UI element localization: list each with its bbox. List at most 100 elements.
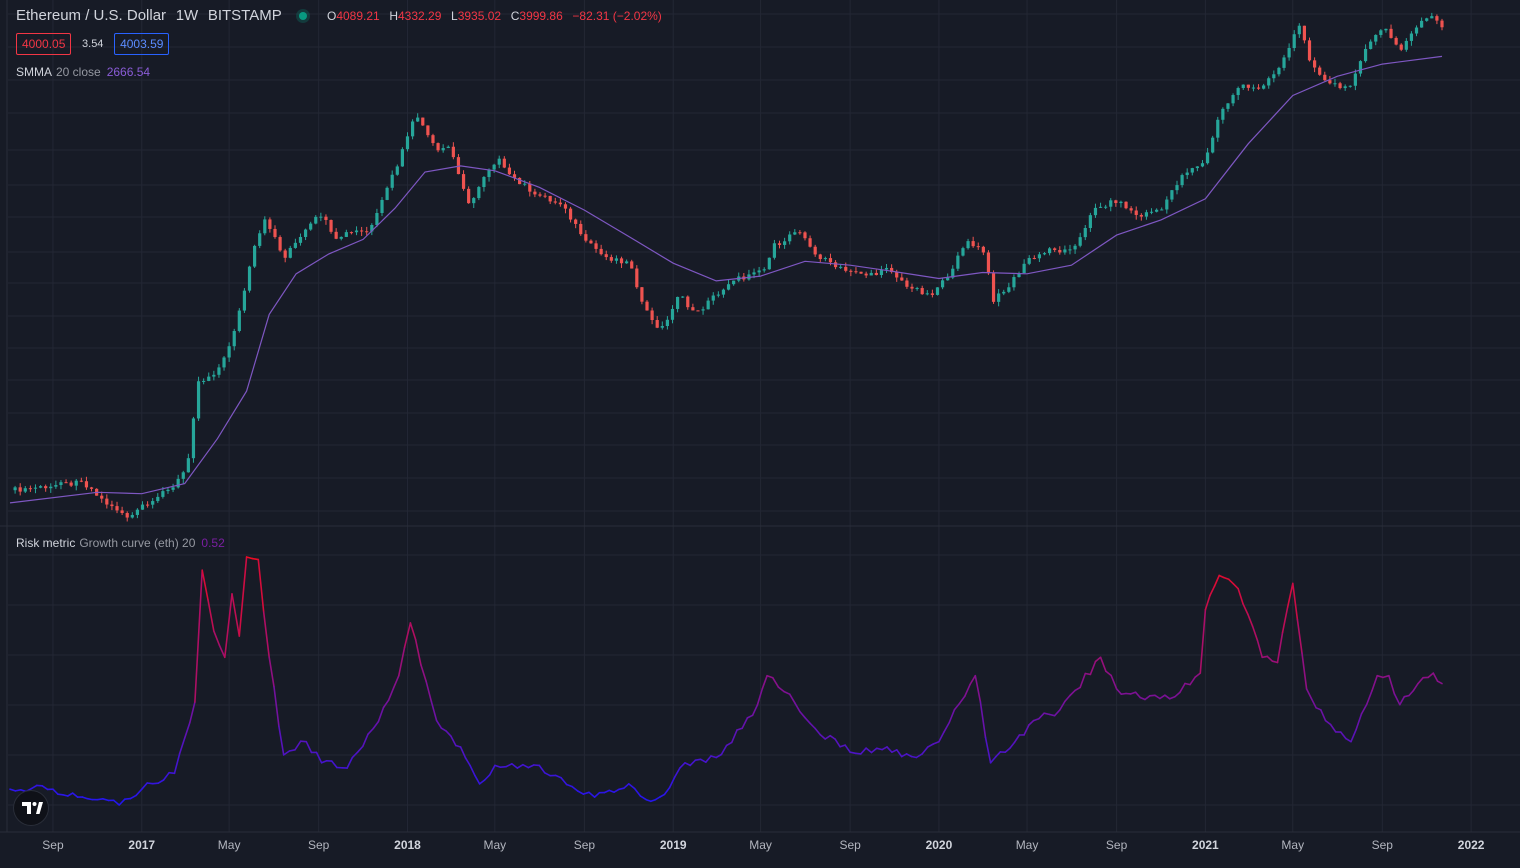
candle-body bbox=[1134, 210, 1138, 215]
candle-body bbox=[1440, 20, 1444, 28]
risk-line-segment bbox=[294, 740, 302, 751]
risk-line-segment bbox=[1144, 694, 1151, 701]
risk-line-segment bbox=[522, 763, 530, 769]
symbol-name[interactable]: Ethereum / U.S. Dollar bbox=[16, 7, 167, 24]
candle-body bbox=[1328, 80, 1332, 84]
candle-body bbox=[33, 487, 38, 489]
price-pane[interactable] bbox=[9, 12, 1444, 522]
candle-body bbox=[1251, 87, 1256, 89]
candle-body bbox=[895, 272, 899, 278]
risk-line-segment bbox=[1223, 576, 1230, 581]
exchange-label[interactable]: BITSTAMP bbox=[207, 7, 282, 24]
candle-body bbox=[23, 488, 27, 492]
x-tick-label: May bbox=[484, 838, 507, 852]
candle-body bbox=[507, 167, 512, 175]
risk-line-segment bbox=[938, 730, 945, 743]
risk-line-segment bbox=[989, 756, 997, 764]
risk-line-segment bbox=[420, 663, 427, 683]
risk-line-segment bbox=[788, 693, 796, 704]
candle-body bbox=[456, 157, 461, 175]
candle-body bbox=[568, 208, 573, 220]
candle-body bbox=[64, 482, 68, 484]
smma-name: SMMA bbox=[16, 65, 52, 79]
risk-line-segment bbox=[52, 788, 59, 796]
risk-line-segment bbox=[201, 569, 209, 601]
risk-line-segment bbox=[1064, 694, 1071, 703]
sell-button[interactable]: 4000.05 bbox=[16, 33, 72, 55]
candle-body bbox=[1114, 200, 1118, 204]
symbol-legend[interactable]: Ethereum / U.S. Dollar 1W BITSTAMP O4089… bbox=[16, 7, 668, 24]
risk-line-segment bbox=[1281, 606, 1289, 634]
risk-line-segment bbox=[483, 773, 491, 781]
candle-body bbox=[828, 258, 833, 263]
risk-line-segment bbox=[886, 746, 893, 754]
candle-body bbox=[579, 223, 583, 235]
risk-pane[interactable] bbox=[9, 556, 1443, 806]
candle-body bbox=[650, 310, 654, 321]
candle-body bbox=[951, 268, 955, 278]
candle-body bbox=[1389, 28, 1393, 38]
risk-line-segment bbox=[964, 683, 971, 697]
x-tick-label: May bbox=[1016, 838, 1039, 852]
candle-body bbox=[1180, 175, 1184, 186]
candle-body bbox=[268, 219, 272, 229]
risk-line-segment bbox=[746, 714, 754, 719]
candle-body bbox=[28, 488, 32, 490]
time-axis[interactable]: Sep 2017 May Sep 2018 May Sep 2019 May Sep 2020 May… bbox=[42, 838, 1485, 852]
candle-body bbox=[115, 506, 119, 511]
risk-line-segment bbox=[81, 796, 89, 800]
candle-body bbox=[1190, 168, 1194, 173]
risk-params: Growth curve (eth) 20 bbox=[79, 536, 196, 550]
risk-line-segment bbox=[865, 747, 873, 754]
candle-body bbox=[1267, 78, 1271, 86]
candle-body bbox=[920, 288, 924, 295]
candle-body bbox=[1032, 258, 1036, 260]
risk-line-segment bbox=[392, 674, 400, 689]
risk-line-segment bbox=[305, 740, 313, 754]
buy-button[interactable]: 4003.59 bbox=[114, 33, 170, 55]
interval-label[interactable]: 1W bbox=[175, 7, 199, 24]
candle-body bbox=[125, 513, 129, 518]
risk-line-segment bbox=[994, 751, 1002, 758]
candle-body bbox=[1119, 201, 1123, 204]
candle-body bbox=[400, 149, 404, 167]
candle-body bbox=[120, 510, 124, 514]
candle-body bbox=[237, 310, 241, 331]
candle-body bbox=[935, 287, 940, 295]
candle-body bbox=[609, 257, 613, 261]
candle-body bbox=[1195, 166, 1199, 169]
risk-line-segment bbox=[1340, 731, 1347, 740]
candle-body bbox=[1318, 67, 1322, 75]
risk-line-segment bbox=[173, 752, 181, 775]
market-status-icon[interactable] bbox=[299, 12, 308, 21]
candle-body bbox=[1246, 84, 1250, 88]
risk-line-segment bbox=[257, 558, 265, 613]
candle-body bbox=[1358, 61, 1363, 74]
candle-body bbox=[640, 287, 644, 302]
risk-line-segment bbox=[905, 753, 913, 758]
risk-legend[interactable]: Risk metric Growth curve (eth) 20 0.52 bbox=[16, 535, 225, 550]
tradingview-logo-icon[interactable] bbox=[14, 791, 48, 825]
risk-line-segment bbox=[829, 734, 836, 740]
risk-line-segment bbox=[1247, 613, 1254, 628]
candle-body bbox=[161, 491, 165, 497]
risk-line-segment bbox=[1271, 660, 1279, 664]
risk-line-segment bbox=[151, 782, 159, 785]
x-tick-label: May bbox=[218, 838, 241, 852]
candle-body bbox=[584, 234, 588, 241]
candle-body bbox=[461, 174, 466, 189]
candle-body bbox=[925, 293, 929, 295]
smma-legend[interactable]: SMMA 20 close 2666.54 bbox=[16, 64, 150, 79]
risk-line-segment bbox=[684, 761, 692, 767]
candle-body bbox=[721, 289, 726, 295]
candle-body bbox=[1155, 209, 1159, 212]
risk-line-segment bbox=[207, 599, 215, 632]
candle-body bbox=[890, 267, 894, 273]
candle-body bbox=[1414, 27, 1419, 34]
candle-body bbox=[803, 232, 807, 239]
smma-line bbox=[9, 55, 1443, 504]
risk-line-segment bbox=[603, 789, 611, 794]
risk-line-segment bbox=[278, 725, 285, 756]
risk-line-segment bbox=[766, 674, 774, 679]
